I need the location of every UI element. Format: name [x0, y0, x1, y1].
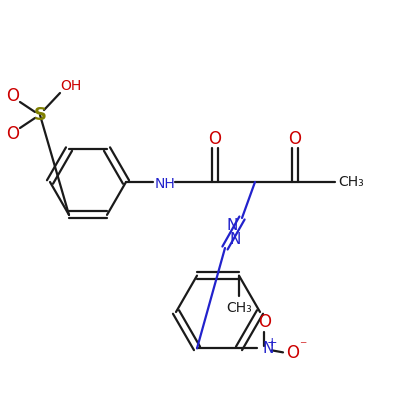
Text: N: N: [226, 218, 238, 234]
Text: O: O: [288, 130, 302, 148]
Text: +: +: [267, 336, 277, 349]
Text: O: O: [286, 344, 300, 362]
Text: S: S: [34, 106, 46, 124]
Text: N: N: [229, 232, 241, 248]
Text: O: O: [6, 125, 20, 143]
Text: NH: NH: [155, 177, 175, 191]
Text: CH₃: CH₃: [338, 175, 364, 189]
Text: O: O: [208, 130, 222, 148]
Text: ⁻: ⁻: [299, 339, 307, 353]
Text: N: N: [262, 341, 273, 356]
Text: O: O: [6, 87, 20, 105]
Text: OH: OH: [60, 79, 82, 93]
Text: CH₃: CH₃: [226, 301, 252, 315]
Text: O: O: [258, 313, 272, 331]
